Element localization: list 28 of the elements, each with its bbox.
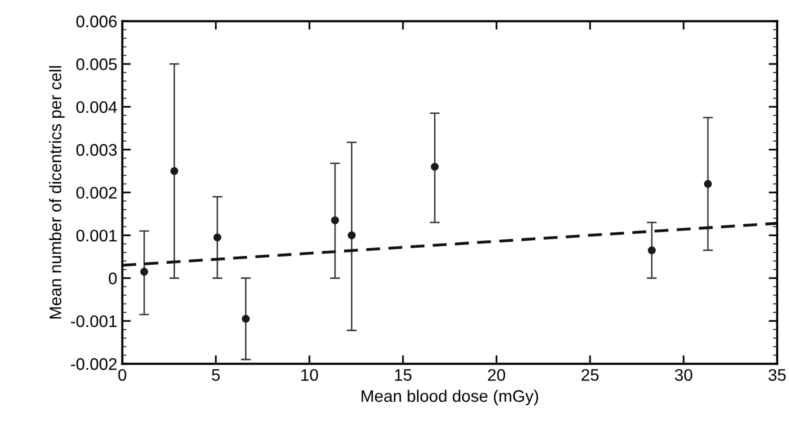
y-tick-label: 0 bbox=[108, 272, 117, 284]
point bbox=[331, 216, 339, 224]
y-tick-label: -0.001 bbox=[70, 315, 117, 328]
x-tick-label: 5 bbox=[212, 369, 220, 381]
x-tick-label: 35 bbox=[768, 369, 786, 381]
x-tick-label: 15 bbox=[394, 369, 412, 381]
y-axis-title: Mean number of dicentrics per cell bbox=[49, 66, 65, 318]
point bbox=[242, 314, 250, 323]
point bbox=[704, 180, 712, 188]
y-tick-label: -0.002 bbox=[70, 358, 117, 370]
point bbox=[430, 162, 439, 171]
y-tick-label: 0.003 bbox=[76, 144, 117, 156]
y-tick-label: 0.001 bbox=[76, 230, 117, 242]
point bbox=[648, 246, 656, 254]
y-tick-label: 0.004 bbox=[76, 101, 117, 114]
x-tick-label: 10 bbox=[301, 369, 318, 381]
x-tick-label: 20 bbox=[488, 369, 506, 381]
y-tick-label: 0.006 bbox=[76, 16, 117, 28]
point bbox=[213, 233, 222, 242]
point bbox=[140, 268, 148, 276]
x-tick-label: 25 bbox=[582, 369, 599, 381]
y-tick-label: 0.005 bbox=[76, 58, 117, 70]
x-axis-title: Mean blood dose (mGy) bbox=[362, 390, 538, 406]
y-tick-label: 0.002 bbox=[76, 186, 117, 199]
point bbox=[348, 231, 356, 240]
x-tick-label: 30 bbox=[674, 369, 692, 381]
x-tick-label: 0 bbox=[118, 369, 126, 381]
point bbox=[170, 167, 178, 175]
